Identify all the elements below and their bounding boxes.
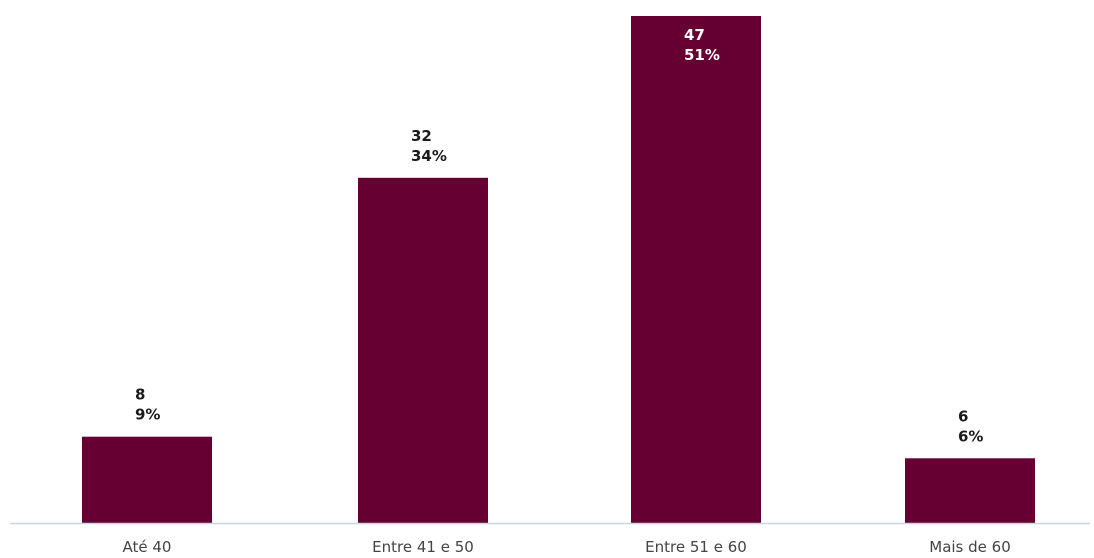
bars-group (82, 16, 1035, 523)
bar-0 (82, 436, 212, 523)
x-tick-label-1: Entre 41 e 50 (372, 538, 474, 556)
bar-value-label-2: 47 (684, 26, 705, 44)
x-tick-label-2: Entre 51 e 60 (645, 538, 747, 556)
bar-3 (905, 458, 1035, 523)
value-labels-group: 8 9% 32 34% 47 51% 6 6% (135, 26, 983, 445)
bar-value-label-0: 8 (135, 386, 145, 404)
x-tick-label-3: Mais de 60 (929, 538, 1011, 556)
bar-value-label-1: 32 (411, 127, 432, 145)
bar-1 (358, 177, 488, 523)
bar-percent-label-3: 6% (958, 427, 983, 445)
x-tick-labels-group: Até 40 Entre 41 e 50 Entre 51 e 60 Mais de … (123, 538, 1011, 556)
bar-2 (631, 16, 761, 523)
bar-percent-label-1: 34% (411, 147, 447, 165)
bar-percent-label-2: 51% (684, 46, 720, 64)
bar-value-label-3: 6 (958, 407, 968, 425)
x-tick-label-0: Até 40 (123, 538, 172, 556)
bar-percent-label-0: 9% (135, 406, 160, 424)
